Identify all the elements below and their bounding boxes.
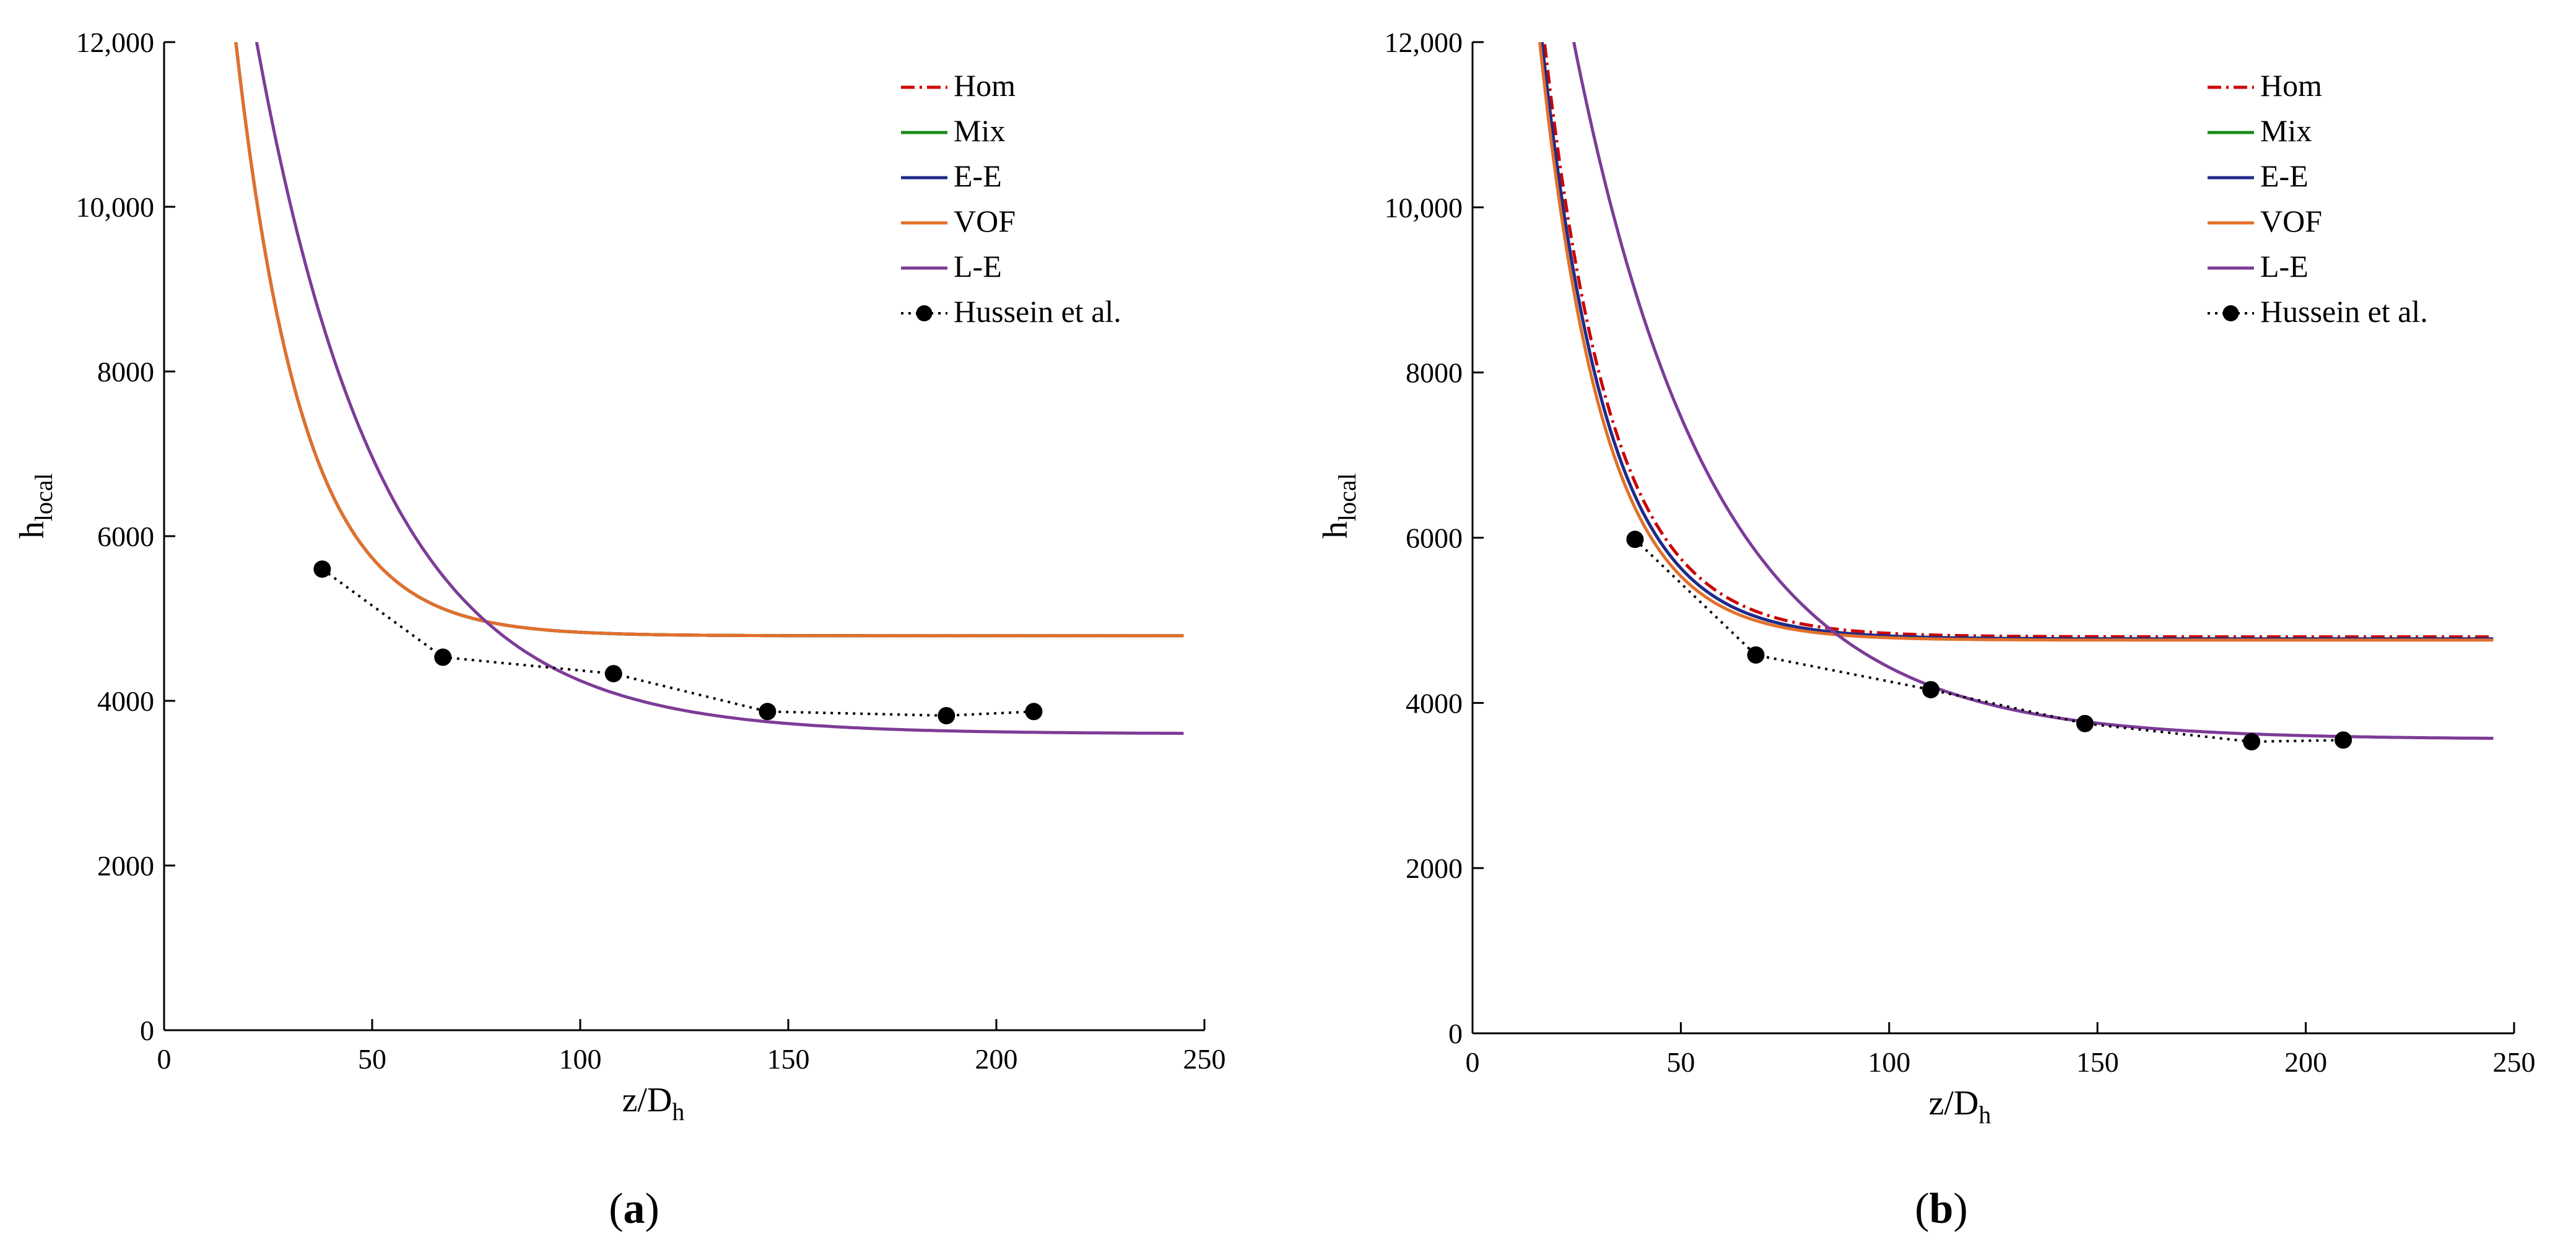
x-tick-label: 50 (358, 1043, 386, 1075)
chart-panel-a: hlocal z/Dh (a) 0 50 100 150 200 250 0 2000 4000… (13, 27, 1226, 1233)
y-tick-label: 0 (140, 1015, 154, 1046)
x-tick-label: 100 (1868, 1046, 1910, 1078)
legend-label: Mix (954, 113, 1005, 148)
panel-label-b: (b) (1915, 1185, 1968, 1233)
data-point-marker (434, 648, 452, 666)
legend-label: Hom (2260, 68, 2322, 103)
series-line-l-e (1572, 42, 2494, 740)
x-tick-label: 50 (1666, 1046, 1695, 1078)
legend-marker (2222, 305, 2239, 321)
data-point-marker (2334, 731, 2352, 749)
series-line-vof (1538, 42, 2494, 642)
legend-label: Hom (954, 68, 1016, 103)
y-axis-label: hlocal (13, 473, 58, 539)
y-axis-label: hlocal (1316, 473, 1361, 539)
y-tick-label: 10,000 (76, 191, 155, 223)
legend-label: VOF (954, 204, 1016, 238)
y-tick-label: 8000 (97, 356, 154, 388)
legend-label: L-E (2260, 249, 2308, 284)
x-axis-label: z/Dh (622, 1081, 685, 1126)
data-point-marker (1922, 680, 1940, 698)
y-tick-label: 10,000 (1385, 192, 1463, 224)
x-tick-label: 200 (975, 1043, 1018, 1075)
x-tick-label: 100 (559, 1043, 602, 1075)
chart-panel-b: hlocal z/Dh (b) 0 50 100 150 200 250 0 2000 4000… (1316, 27, 2536, 1233)
x-tick-label: 0 (157, 1043, 172, 1075)
data-point-marker (1025, 703, 1043, 721)
x-tick-label: 150 (767, 1043, 810, 1075)
y-tick-label: 6000 (97, 521, 154, 552)
legend-label: Hussein et al. (2260, 294, 2428, 329)
y-tick-label: 12,000 (76, 27, 155, 58)
y-tick-label: 4000 (1406, 687, 1463, 719)
data-point-marker (604, 665, 622, 683)
legend-marker (916, 305, 933, 321)
plot-area (234, 42, 1184, 735)
data-point-marker (2076, 714, 2094, 732)
legend-label: E-E (2260, 158, 2308, 193)
series-line-l-e (255, 42, 1184, 735)
data-point-marker (759, 703, 777, 721)
series-line-vof (234, 42, 1184, 638)
data-point-marker (1747, 646, 1765, 664)
legend: Hom Mix E-E VOF L-E Hussein et al. (2208, 68, 2428, 329)
x-tick-label: 150 (2076, 1046, 2119, 1078)
series-line-hussein-et-al (321, 568, 1034, 717)
legend-label: Mix (2260, 113, 2312, 148)
legend-label: E-E (954, 158, 1002, 193)
y-tick-label: 0 (1448, 1018, 1463, 1049)
x-axis-label: z/Dh (1929, 1084, 1991, 1129)
legend-label: L-E (954, 249, 1002, 284)
y-tick-label: 8000 (1406, 357, 1463, 389)
panel-label-a: (a) (609, 1185, 659, 1233)
legend: Hom Mix E-E VOF L-E Hussein et al. (901, 68, 1121, 329)
legend-label: VOF (2260, 204, 2322, 238)
x-tick-label: 250 (1183, 1043, 1226, 1075)
x-tick-label: 200 (2284, 1046, 2327, 1078)
y-tick-label: 12,000 (1385, 27, 1463, 58)
y-tick-label: 4000 (97, 685, 154, 717)
series-line-hom (1543, 42, 2494, 639)
y-tick-label: 6000 (1406, 523, 1463, 554)
data-point-marker (938, 706, 955, 724)
data-point-marker (1626, 531, 1644, 549)
series-line-hussein-et-al (1634, 538, 2344, 744)
plot-area (1538, 42, 2494, 751)
x-tick-label: 250 (2493, 1046, 2536, 1078)
x-tick-label: 0 (1466, 1046, 1480, 1078)
legend-label: Hussein et al. (954, 294, 1121, 329)
y-tick-label: 2000 (1406, 853, 1463, 884)
data-point-marker (313, 560, 331, 578)
y-tick-label: 2000 (97, 850, 154, 882)
data-point-marker (2243, 733, 2261, 751)
